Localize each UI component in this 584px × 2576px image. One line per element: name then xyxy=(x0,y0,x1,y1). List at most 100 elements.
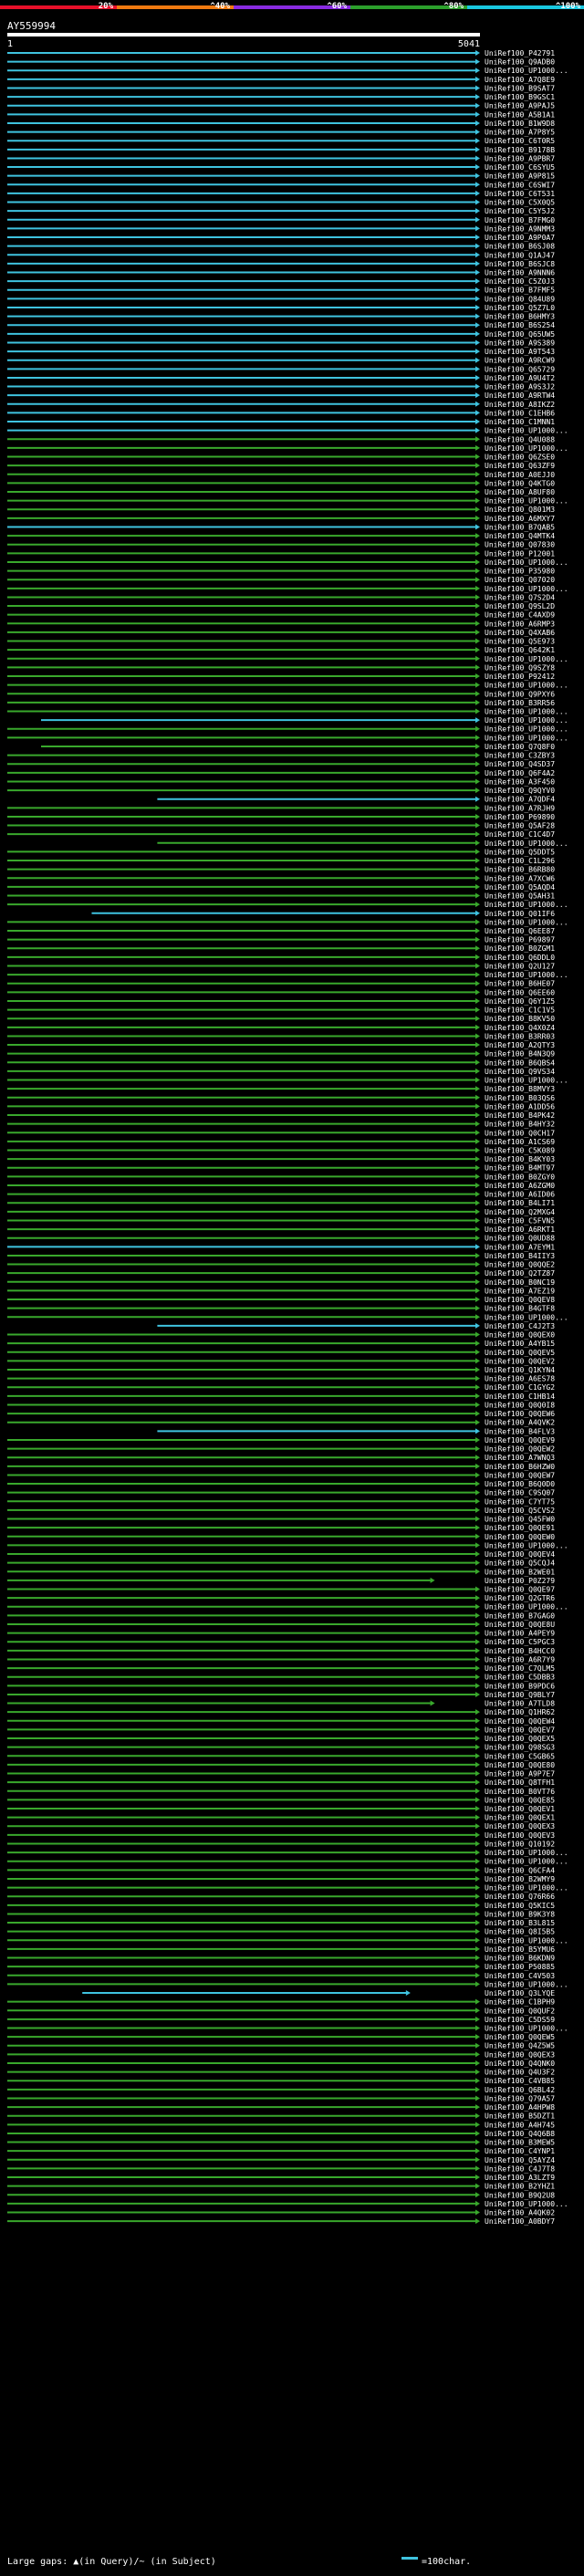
hit-label: UniRef100_A7EZ19 xyxy=(485,1287,555,1295)
hit-label: UniRef100_Q07830 xyxy=(485,541,555,549)
hit-label: UniRef100_B2WE01 xyxy=(485,1568,555,1576)
hit-label: UniRef100_Q9VS34 xyxy=(485,1068,555,1076)
hit-arrow xyxy=(475,313,480,319)
hit-label: UniRef100_C4J7T8 xyxy=(485,2164,555,2173)
hit-label: UniRef100_B6QBS4 xyxy=(485,1059,555,1067)
hit-arrow xyxy=(475,1252,480,1258)
scale-segment xyxy=(467,5,584,9)
hit-arrow xyxy=(475,1621,480,1627)
hit-arrow xyxy=(475,910,480,916)
hit-arrow xyxy=(475,1779,480,1786)
hit-label: UniRef100_Q0UD88 xyxy=(485,1235,555,1243)
hit-arrow xyxy=(475,1639,480,1645)
hit-arrow xyxy=(475,655,480,662)
hit-arrow xyxy=(475,436,480,443)
hit-label: UniRef100_B0ZGY0 xyxy=(485,1173,555,1181)
hit-arrow xyxy=(475,541,480,548)
hit-arrow xyxy=(475,1173,480,1180)
hit-label: UniRef100_Q0QEX5 xyxy=(485,1735,555,1743)
hit-arrow xyxy=(475,1551,480,1558)
legend-scale-text: =100char. xyxy=(422,2557,471,2567)
hit-arrow xyxy=(475,761,480,767)
hit-label: UniRef100_C4AXD9 xyxy=(485,611,555,620)
hit-arrow xyxy=(475,902,480,908)
hit-arrow xyxy=(475,1674,480,1680)
hit-arrow xyxy=(475,883,480,890)
hit-arrow xyxy=(475,822,480,829)
hit-label: UniRef100_B7FMG0 xyxy=(485,216,555,224)
hit-arrow xyxy=(475,287,480,293)
hit-label: UniRef100_B6HE07 xyxy=(485,980,555,988)
hit-arrow xyxy=(475,752,480,758)
hit-arrow xyxy=(475,322,480,329)
hit-arrow xyxy=(475,225,480,232)
hit-label: UniRef100_Q5CVS2 xyxy=(485,1507,555,1515)
hit-label: UniRef100_A9S3J2 xyxy=(485,383,555,391)
hit-arrow xyxy=(475,1340,480,1347)
hit-label: UniRef100_UP1000... xyxy=(485,427,568,435)
hit-arrow xyxy=(475,1709,480,1716)
hit-label: UniRef100_Q6Y1Z5 xyxy=(485,997,555,1006)
hit-label: UniRef100_Q1HR62 xyxy=(485,1708,555,1716)
hit-arrow xyxy=(475,1744,480,1750)
hit-label: UniRef100_C1C4D7 xyxy=(485,830,555,839)
hit-label: UniRef100_A9RCW9 xyxy=(485,357,555,365)
hit-arrow xyxy=(475,146,480,152)
hit-arrow xyxy=(475,1559,480,1566)
hit-arrow xyxy=(475,787,480,794)
query-end-label: 5041 xyxy=(458,39,480,49)
hit-arrow xyxy=(475,2042,480,2049)
hit-arrow xyxy=(475,296,480,302)
hit-label: UniRef100_Q0QEX3 xyxy=(485,2050,555,2059)
hit-label: UniRef100_C1L296 xyxy=(485,857,555,865)
hit-label: UniRef100_Q3LYQE xyxy=(485,1989,555,1997)
hit-arrow xyxy=(475,647,480,653)
hit-label: UniRef100_B5YMU6 xyxy=(485,1945,555,1954)
hit-label: UniRef100_B9SAT7 xyxy=(485,84,555,92)
hit-label: UniRef100_C5PGC3 xyxy=(485,1638,555,1646)
hit-label: UniRef100_A8IKZ2 xyxy=(485,401,555,409)
hit-label: UniRef100_A7P8Y5 xyxy=(485,129,555,137)
scale-label: ^80% xyxy=(443,2,464,11)
hit-arrow xyxy=(475,1077,480,1083)
hit-arrow xyxy=(475,919,480,925)
hit-label: UniRef100_A6RMP3 xyxy=(485,620,555,628)
hit-arrow xyxy=(475,1542,480,1549)
hit-label: UniRef100_A6ZGM0 xyxy=(485,1182,555,1190)
hit-label: UniRef100_UP1000... xyxy=(485,1858,568,1866)
query-bar xyxy=(7,33,480,37)
hit-arrow xyxy=(475,471,480,477)
hit-label: UniRef100_Q9QYV0 xyxy=(485,787,555,795)
scale-label: 20% xyxy=(99,2,114,11)
hit-label: UniRef100_C6T531 xyxy=(485,190,555,198)
hit-arrow xyxy=(475,1463,480,1469)
hit-label: UniRef100_Q4KTG0 xyxy=(485,479,555,487)
hit-label: UniRef100_UP1000... xyxy=(485,655,568,663)
hit-arrow xyxy=(475,1411,480,1417)
hit-arrow xyxy=(475,1384,480,1391)
hit-arrow xyxy=(430,1700,435,1706)
hit-arrow xyxy=(475,1322,480,1329)
hit-label: UniRef100_A9S389 xyxy=(485,339,555,347)
hit-arrow xyxy=(475,68,480,74)
hit-label: UniRef100_C1GYG2 xyxy=(485,1383,555,1392)
hit-label: UniRef100_Q2MXG4 xyxy=(485,1208,555,1216)
hit-label: UniRef100_C9SQ07 xyxy=(485,1489,555,1497)
hit-arrow xyxy=(475,1569,480,1575)
hit-label: UniRef100_Q4XAB6 xyxy=(485,629,555,637)
hit-label: UniRef100_A5B1A1 xyxy=(485,110,555,119)
hit-label: UniRef100_B4KY03 xyxy=(485,1155,555,1163)
hit-arrow xyxy=(475,94,480,100)
hit-arrow xyxy=(475,1858,480,1864)
hit-arrow xyxy=(475,2200,480,2206)
hit-label: UniRef100_Q4SD37 xyxy=(485,760,555,768)
hit-arrow xyxy=(475,1875,480,1882)
hit-arrow xyxy=(475,50,480,56)
hit-arrow xyxy=(475,585,480,591)
hit-label: UniRef100_UP1000... xyxy=(485,1313,568,1321)
hit-label: UniRef100_B8KV50 xyxy=(485,1015,555,1023)
hit-arrow xyxy=(475,1595,480,1601)
hit-arrow xyxy=(475,304,480,310)
hit-label: UniRef100_A7EYM1 xyxy=(485,1243,555,1251)
hit-arrow xyxy=(475,1911,480,1917)
